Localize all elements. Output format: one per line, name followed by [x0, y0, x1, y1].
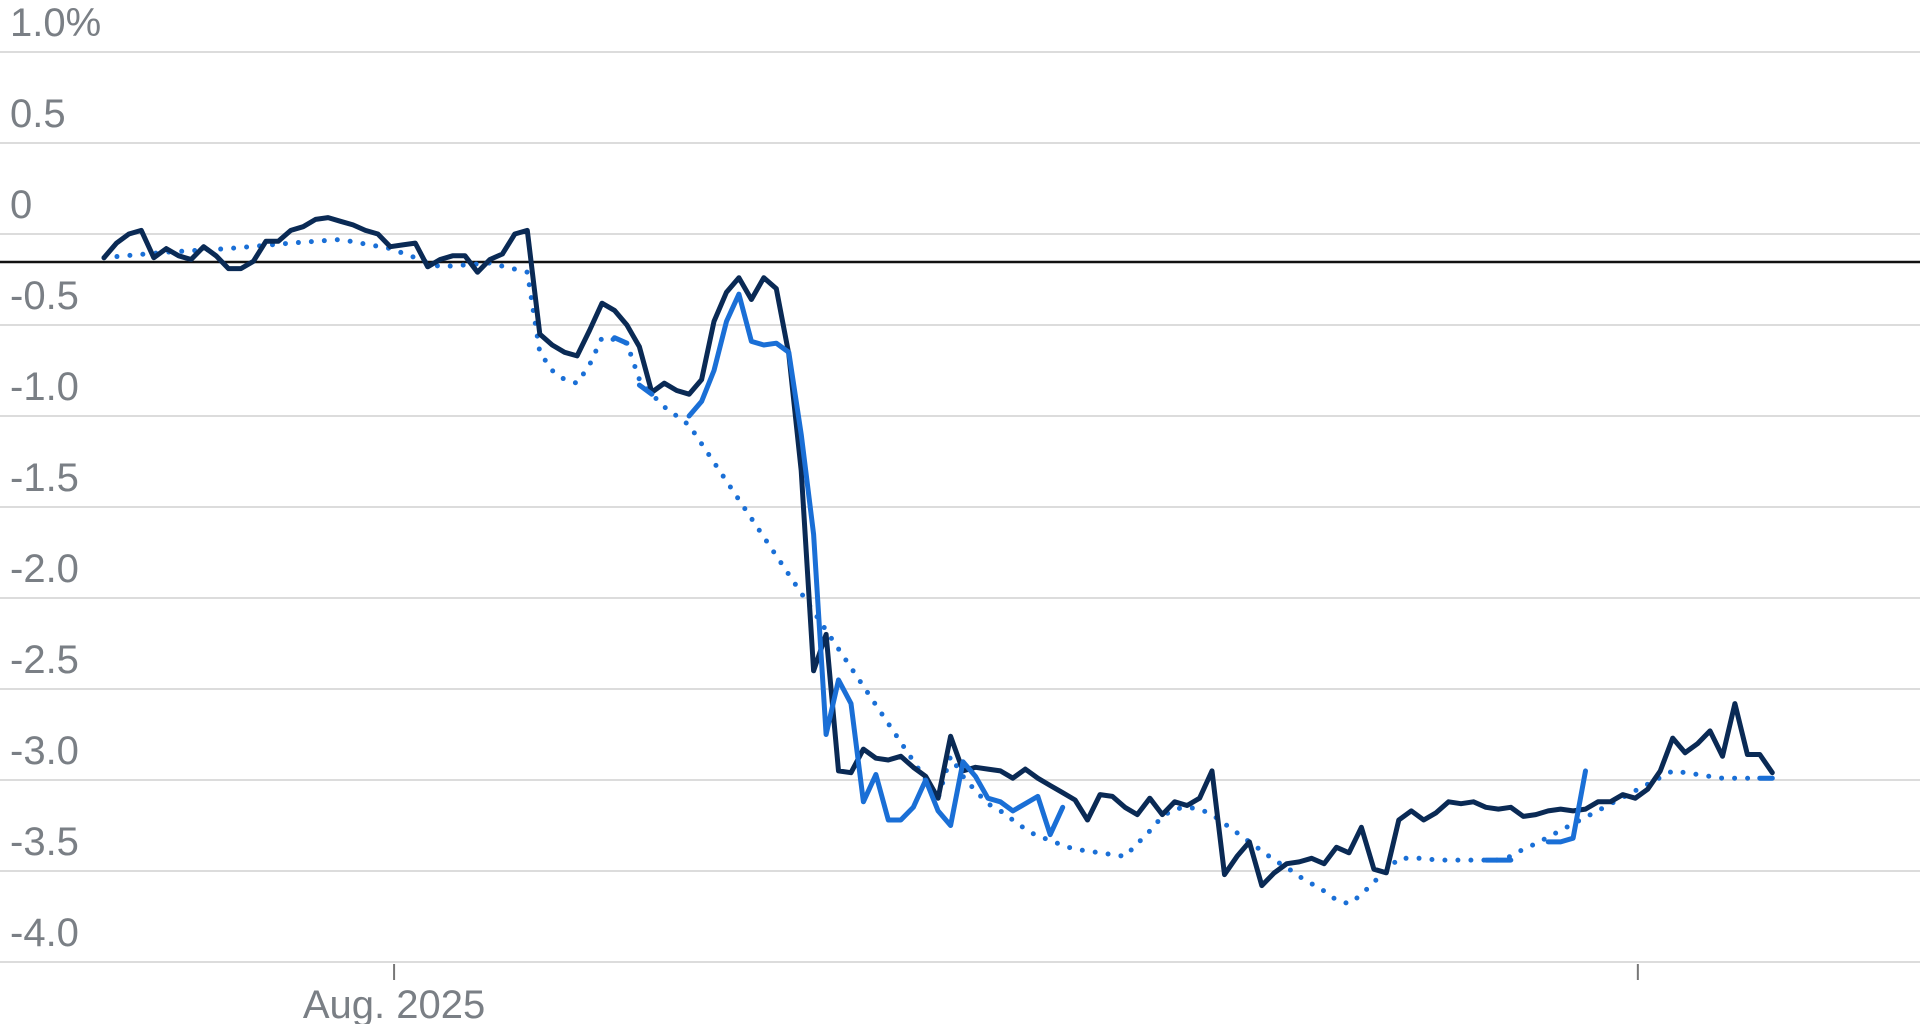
y-tick-label: -2.5	[10, 638, 79, 682]
y-axis-tick-labels: 1.0% 0.5 0 -0.5 -1.0 -1.5 -2.0 -2.5 -3.0 -3.5 -4.0	[10, 1, 101, 955]
y-tick-label: -3.0	[10, 729, 79, 773]
y-tick-label: -3.5	[10, 820, 79, 864]
y-tick-label: -1.0	[10, 365, 79, 409]
x-tick-label: Aug. 2025	[303, 983, 485, 1024]
y-tick-label: -0.5	[10, 274, 79, 318]
y-tick-label: 0	[10, 183, 32, 227]
y-tick-label: -4.0	[10, 911, 79, 955]
gridlines	[0, 51, 1920, 963]
series-2-line-1	[636, 382, 655, 397]
y-tick-label: 1.0%	[10, 1, 101, 45]
y-tick-label: -2.0	[10, 547, 79, 591]
series-2-line-2	[686, 291, 1066, 838]
series-1-line	[101, 237, 1763, 907]
series-2-line-0	[612, 335, 630, 346]
series-lines	[101, 215, 1775, 907]
series-0-line	[101, 215, 1775, 889]
x-axis: Aug. 2025Aug. 4	[303, 964, 1639, 1027]
series-2-line-4	[1545, 768, 1588, 845]
y-tick-label: -1.5	[10, 456, 79, 500]
y-tick-label: 0.5	[10, 92, 66, 136]
